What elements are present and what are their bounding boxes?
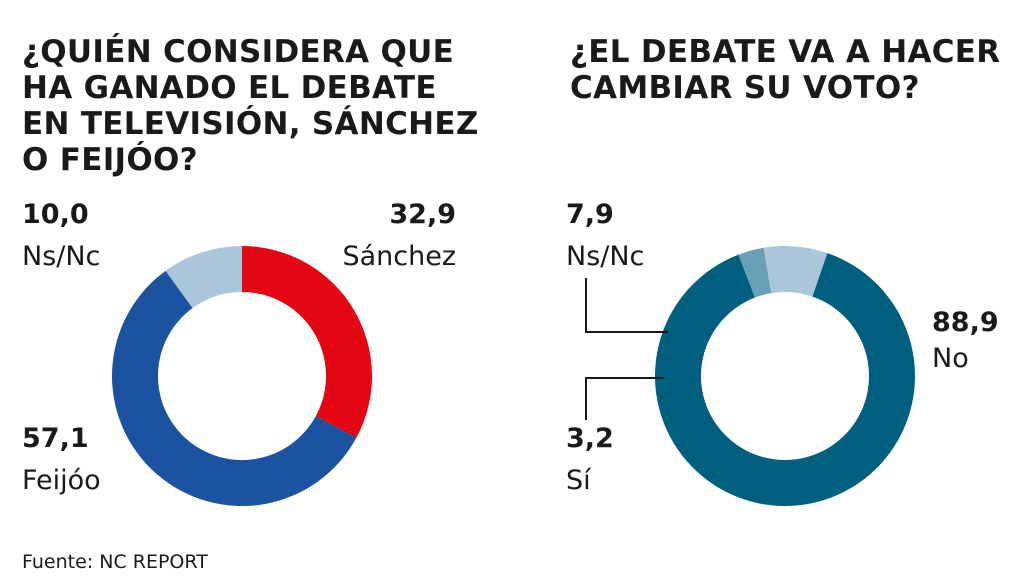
value-label-si: 3,2 — [566, 423, 614, 454]
slice-sanchez — [242, 246, 372, 438]
value-label-no: 88,9 — [932, 307, 999, 338]
donut-winner — [111, 246, 372, 507]
leader-line-ns-nc — [585, 278, 668, 333]
slice-label-feijoo: Feijóo — [22, 465, 101, 496]
slice-ns-nc — [165, 246, 242, 309]
value-label-ns-nc-2: 7,9 — [566, 199, 614, 230]
slice-label-ns-nc-2: Ns/Nc — [566, 241, 645, 272]
slice-label-sanchez: Sánchez — [342, 241, 456, 272]
donut-vote-change — [655, 245, 916, 506]
leader-line-si — [585, 377, 664, 420]
value-label-feijoo: 57,1 — [22, 423, 89, 454]
slice-ns-nc — [763, 245, 828, 297]
slice-si — [738, 247, 772, 298]
slice-label-no: No — [932, 343, 969, 374]
chart-title-vote-change: ¿EL DEBATE VA A HACER CAMBIAR SU VOTO? — [570, 34, 1001, 106]
source-note: Fuente: NC REPORT — [22, 551, 208, 573]
value-label-sanchez: 32,9 — [389, 199, 456, 230]
chart-title-winner: ¿QUIÉN CONSIDERA QUE HA GANADO EL DEBATE… — [22, 34, 479, 178]
slice-label-si: Sí — [566, 465, 591, 496]
slice-no — [655, 253, 916, 506]
slice-label-ns-nc-1: Ns/Nc — [22, 241, 101, 272]
value-label-ns-nc-1: 10,0 — [22, 199, 89, 230]
slice-feijoo — [111, 270, 357, 507]
